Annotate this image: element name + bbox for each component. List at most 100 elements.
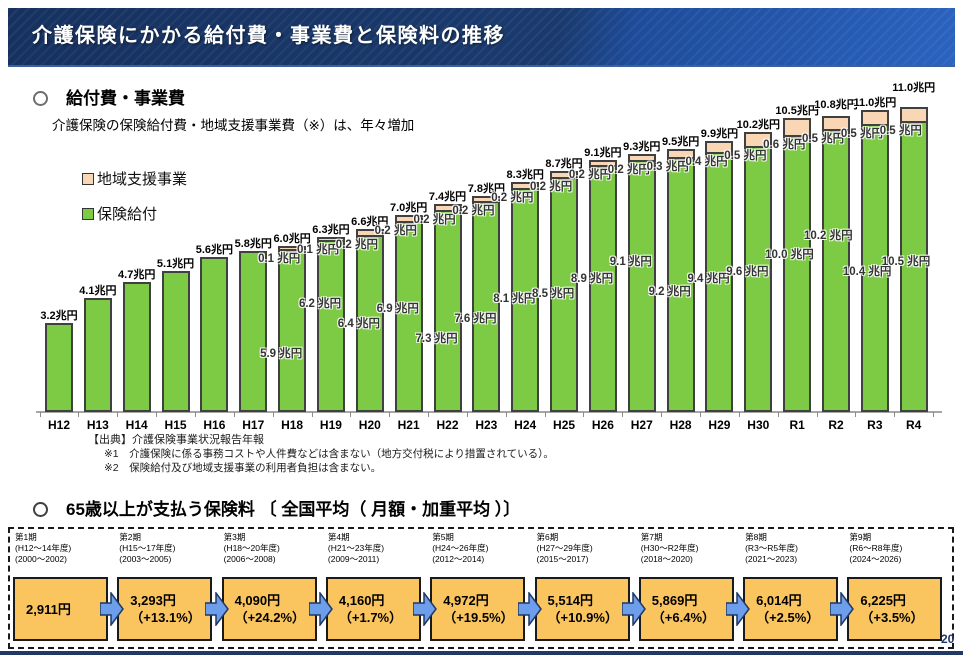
- x-axis-label: H30: [747, 418, 770, 432]
- circle-bullet-icon: [33, 502, 48, 517]
- bar-community-support: [472, 195, 501, 204]
- bar-support-value-label: 0.2 兆円: [530, 180, 573, 193]
- bar-community-support: [355, 229, 384, 237]
- bar-community-support: [860, 110, 889, 126]
- bar-benefit-value-label: 8.5 兆円: [532, 288, 575, 300]
- premium-change: （+19.5%）: [443, 610, 514, 625]
- bar-support-value-label: 0.1 兆円: [296, 244, 340, 257]
- bar-total-label: 6.6兆円: [351, 216, 389, 229]
- right-arrow-icon: [99, 590, 125, 631]
- x-axis-tick: [894, 412, 896, 417]
- x-axis-label: R1: [789, 418, 805, 432]
- premium-amount: 6,225円: [860, 593, 906, 608]
- period-header: 第3期 (H18～20年度) (2006～2008): [223, 532, 280, 564]
- x-axis-label: H13: [86, 418, 109, 432]
- bar-benefit: [705, 151, 734, 412]
- circle-bullet-icon: [33, 91, 48, 106]
- premium-amount: 5,514円: [547, 593, 594, 608]
- bar-benefit: [239, 251, 268, 412]
- bar-support-value-label: 0.5 兆円: [840, 127, 884, 140]
- x-axis-label: H16: [203, 418, 226, 432]
- bar-benefit: [161, 270, 190, 412]
- legend-item-insurance-benefit: 保険給付: [82, 203, 187, 224]
- bar-benefit: [588, 165, 617, 412]
- x-axis-tick: [855, 412, 857, 417]
- source-note: 【出典】介護保険事業状況報告年報: [88, 434, 264, 446]
- bar-benefit-value-label: 8.9 兆円: [570, 273, 614, 285]
- bar-community-support: [822, 115, 850, 132]
- premium-amount: 4,160円: [338, 593, 385, 608]
- bar-total-label: 10.8兆円: [814, 98, 858, 111]
- bar-support-value-label: 0.2 兆円: [335, 238, 378, 251]
- bar-benefit-value-label: 9.1 兆円: [609, 256, 652, 268]
- premium-amount-box: 3,293円 （+13.1%）: [117, 577, 213, 641]
- premium-amount: 5,869円: [651, 593, 698, 608]
- period-header: 第9期 (R6～R8年度) (2024～2026): [849, 532, 903, 564]
- premium-amount-box: 5,514円 （+10.9%）: [534, 577, 630, 641]
- legend-item-community-support: 地域支援事業: [82, 168, 187, 189]
- x-axis-label: H24: [514, 418, 537, 432]
- x-axis-label: H28: [669, 418, 692, 432]
- right-arrow-icon: [621, 590, 646, 631]
- right-arrow-icon: [725, 590, 751, 631]
- premium-change: （+6.4%）: [651, 610, 716, 625]
- bar-benefit-value-label: 10.5 兆円: [881, 256, 931, 268]
- bar-benefit-value-label: 5.9 兆円: [260, 348, 303, 360]
- bar-support-value-label: 0.4 兆円: [685, 155, 728, 168]
- right-arrow-icon: [516, 590, 542, 631]
- page-number: 20: [941, 632, 955, 646]
- bar-benefit-value-label: 8.1 兆円: [493, 293, 536, 305]
- premium-change: （+2.5%）: [756, 610, 820, 625]
- bar-total-label: 9.5兆円: [661, 135, 700, 148]
- bar-community-support: [278, 245, 307, 251]
- bar-benefit: [200, 256, 229, 412]
- bar-total-label: 4.7兆円: [118, 268, 156, 281]
- premium-change: （+13.1%）: [130, 610, 201, 625]
- x-axis-label: H25: [553, 418, 576, 432]
- x-axis-label: H17: [242, 418, 265, 432]
- bar-benefit: [666, 157, 695, 412]
- bar-community-support: [899, 107, 928, 124]
- premium-change: （+10.9%）: [547, 610, 618, 625]
- bar-community-support: [666, 148, 695, 160]
- page-title: 介護保険にかかる給付費・事業費と保険料の推移: [32, 25, 505, 47]
- bar-total-label: 11.0兆円: [892, 82, 936, 95]
- bar-total-label: 10.2兆円: [736, 119, 780, 132]
- bar-total-label: 3.2兆円: [40, 310, 78, 323]
- x-axis-label: H23: [475, 418, 498, 432]
- bar-benefit: [433, 209, 462, 412]
- benefits-subtitle: 介護保険の保険給付費・地域支援事業費（※）は、年々増加: [52, 118, 415, 133]
- premium-amount-box: 4,972円 （+19.5%）: [430, 577, 526, 641]
- bar-benefit: [511, 187, 540, 412]
- bar-community-support: [627, 154, 656, 162]
- x-axis-label: H29: [708, 418, 731, 432]
- bar-benefit-value-label: 9.6 兆円: [726, 266, 769, 278]
- benefits-heading-label: 給付費・事業費: [66, 89, 185, 108]
- bar-support-value-label: 0.6 兆円: [763, 139, 806, 151]
- bar-support-value-label: 0.1 兆円: [258, 252, 301, 265]
- bar-benefit-value-label: 10.2 兆円: [804, 230, 853, 242]
- bar-benefit-value-label: 9.4 兆円: [687, 273, 730, 285]
- period-header: 第8期 (R3～R5年度) (2021～2023): [745, 532, 798, 564]
- premium-amount: 4,972円: [443, 593, 489, 608]
- x-axis-tick: [505, 412, 507, 417]
- period-header: 第2期 (H15～17年度) (2003～2005): [119, 532, 176, 564]
- bar-support-value-label: 0.2 兆円: [374, 224, 417, 237]
- x-axis-label: R3: [867, 418, 883, 432]
- premium-amount: 2,911円: [26, 601, 71, 617]
- premium-amount-box: 6,014円 （+2.5%）: [743, 577, 839, 641]
- x-axis-tick: [933, 412, 935, 417]
- x-axis-tick: [583, 412, 585, 417]
- x-axis-tick: [700, 412, 702, 417]
- premium-amount: 3,293円: [130, 593, 176, 608]
- x-axis-tick: [233, 412, 235, 417]
- bar-benefit-value-label: 10.4 兆円: [842, 266, 892, 278]
- x-axis-label: H27: [630, 418, 653, 432]
- bar-total-label: 10.5兆円: [775, 105, 819, 118]
- bar-benefit: [822, 129, 850, 412]
- bar-benefit: [122, 281, 151, 412]
- period-header: 第6期 (H27～29年度) (2015～2017): [536, 532, 593, 564]
- premium-section-heading: 65歳以上が支払う保険料 〔 全国平均（ 月額・加重平均 ）〕: [33, 495, 520, 520]
- bar-total-label: 6.0兆円: [273, 232, 311, 245]
